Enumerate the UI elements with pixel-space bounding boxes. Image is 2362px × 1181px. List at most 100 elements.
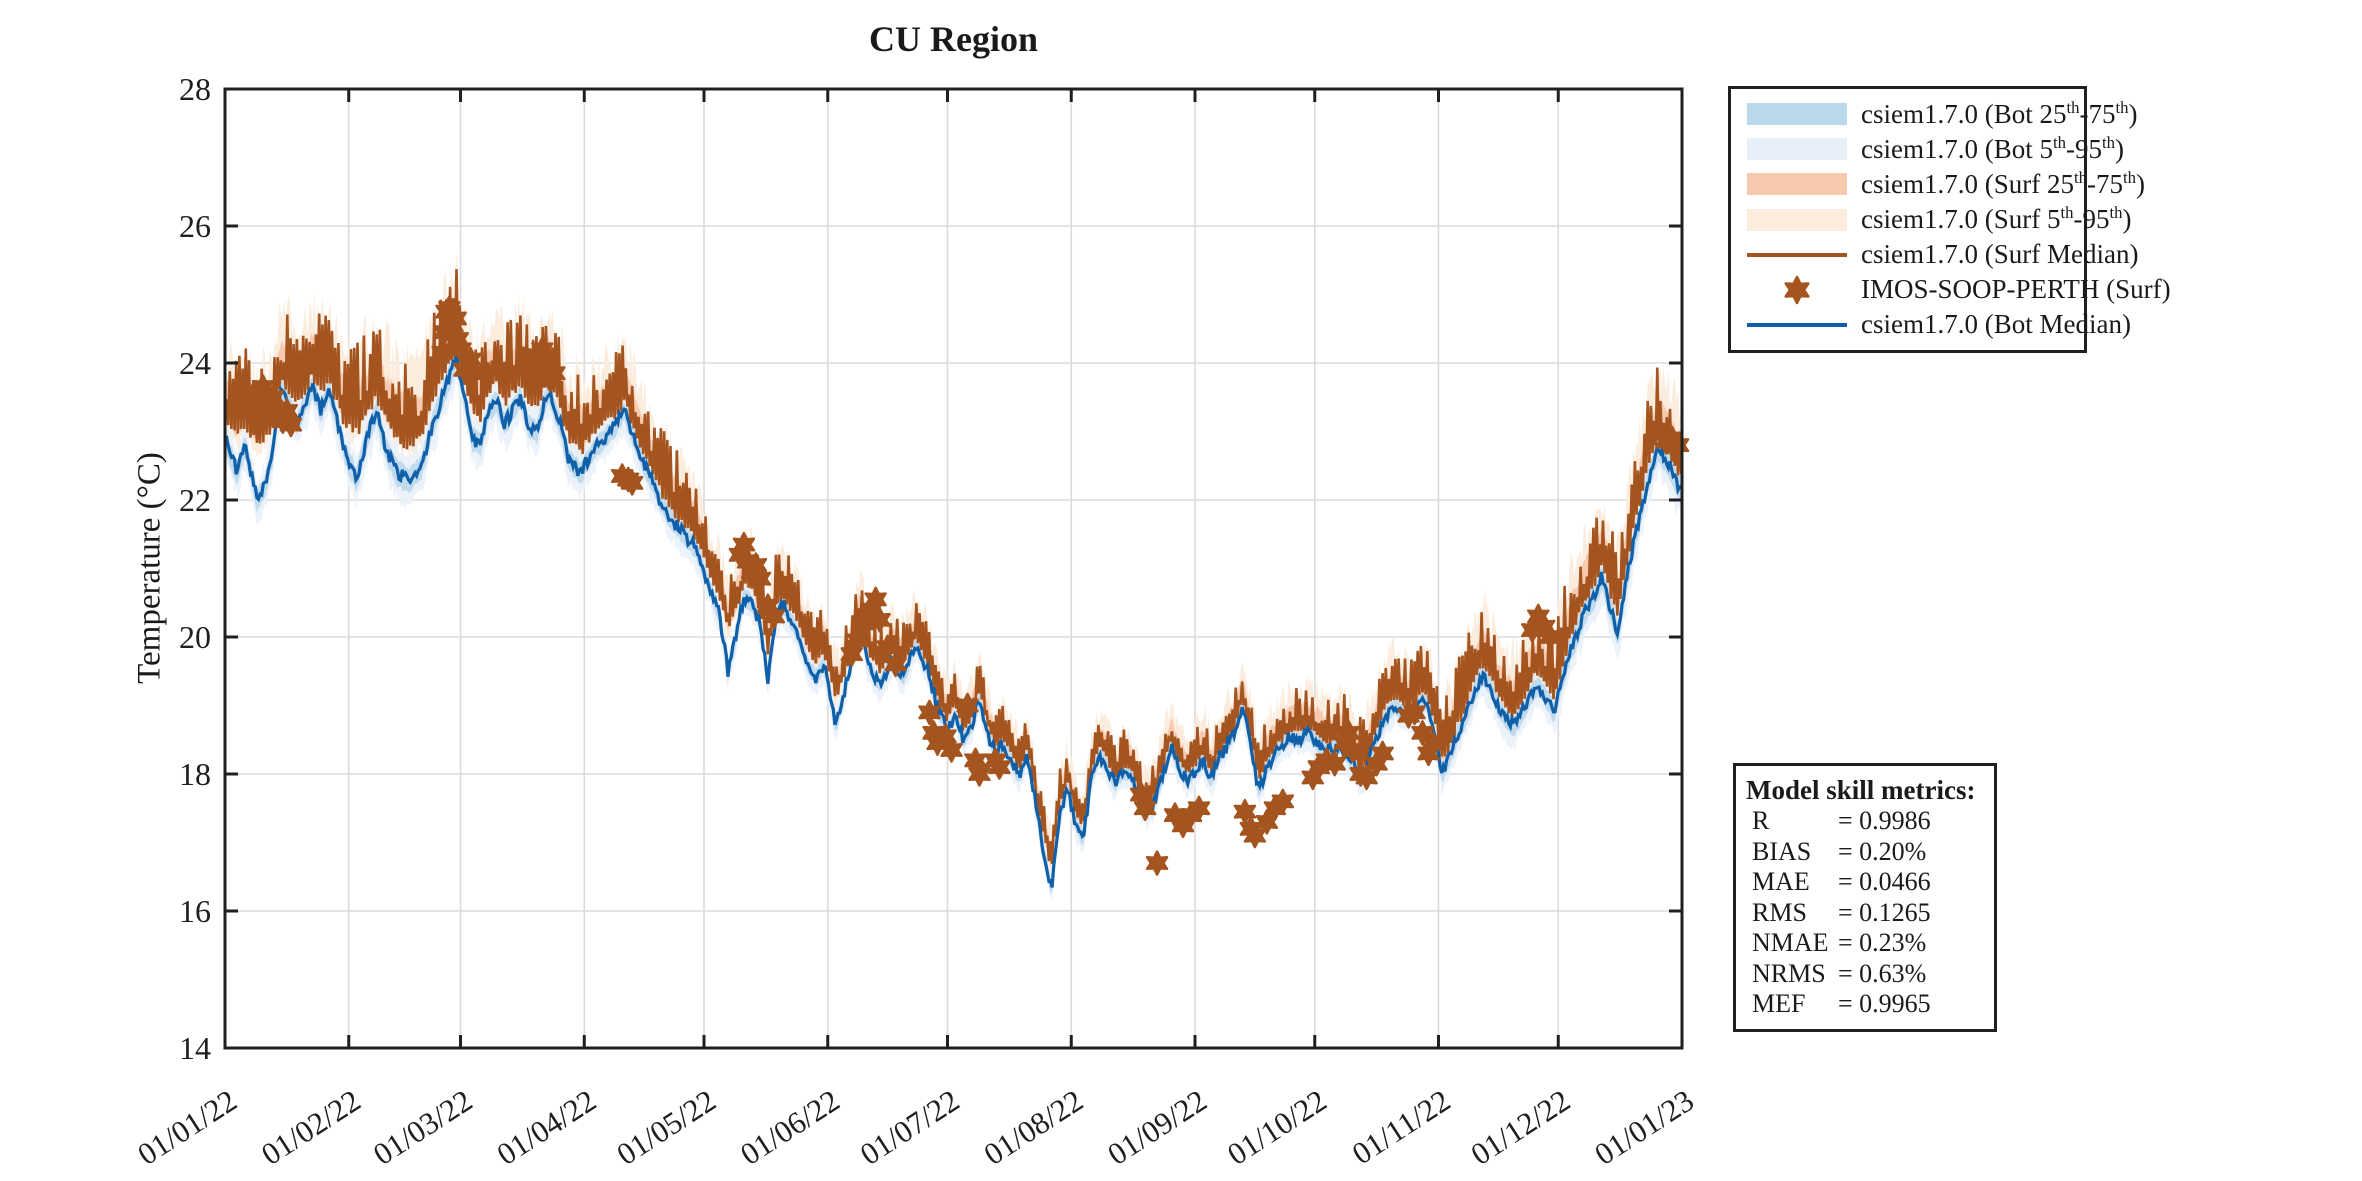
bot-band-25-75 <box>225 344 1682 894</box>
hexagram-star-icon <box>1784 275 1810 304</box>
y-tick-label: 26 <box>179 208 211 244</box>
observation-star-icon <box>1539 624 1562 650</box>
metric-value: = 0.63% <box>1838 958 1927 988</box>
metric-name: MEF <box>1752 989 1806 1018</box>
legend-item-6: csiem1.7.0 (Bot Median) <box>1731 309 2131 341</box>
y-tick-label: 28 <box>179 71 211 107</box>
metric-rms: RMS = 0.1265 <box>1746 898 1994 929</box>
observation-star-icon <box>846 627 869 654</box>
band-swatch-icon <box>1747 208 1847 231</box>
x-tick-label: 01/01/23 <box>1588 1083 1700 1172</box>
band-swatch-icon <box>1747 173 1847 196</box>
observation-star-icon <box>1323 750 1346 777</box>
legend-item-0: csiem1.7.0 (Bot 25th-75th) <box>1731 98 2138 130</box>
y-tick-label: 22 <box>179 482 211 518</box>
observation-star-icon <box>279 411 303 438</box>
observation-star-icon <box>762 603 786 630</box>
observation-star-icon <box>988 754 1011 780</box>
metric-mae: MAE = 0.0466 <box>1746 867 1994 898</box>
band-swatch-icon <box>1747 138 1847 161</box>
metric-name: NRMS <box>1752 958 1826 988</box>
observation-star-icon <box>1371 740 1394 767</box>
legend-item-2: csiem1.7.0 (Surf 25th-75th) <box>1731 168 2145 200</box>
bot-band-5-95 <box>225 328 1682 900</box>
observation-star-icon <box>940 737 963 763</box>
metric-name: R <box>1752 806 1770 835</box>
observation-star-icon <box>449 336 472 363</box>
x-tick-label: 01/12/22 <box>1465 1083 1577 1172</box>
observation-star-icon <box>1666 432 1690 458</box>
metrics-rows: R = 0.9986 BIAS = 0.20% MAE = 0.0466 RMS = 0.12… <box>1746 806 1994 1020</box>
metric-name: NMAE <box>1752 928 1829 957</box>
observation-star-icon <box>1411 720 1434 746</box>
x-tick-label: 01/02/22 <box>255 1083 367 1172</box>
legend-item-5: IMOS-SOOP-PERTH (Surf) <box>1731 274 2171 306</box>
observation-star-icon <box>748 566 772 592</box>
metric-name: BIAS <box>1752 836 1812 866</box>
y-axis-label: Temperature (°C) <box>131 452 168 684</box>
y-tick-label: 18 <box>179 756 211 792</box>
legend-label: csiem1.7.0 (Bot Median) <box>1861 309 2131 340</box>
observation-star-icon <box>1421 730 1444 756</box>
x-tick-label: 01/03/22 <box>367 1083 479 1172</box>
x-tick-label: 01/09/22 <box>1101 1083 1213 1172</box>
metric-name: MAE <box>1752 867 1810 896</box>
legend-band-swatch <box>1747 173 1847 196</box>
x-tick-label: 01/11/22 <box>1346 1083 1457 1172</box>
metric-value: = 0.1265 <box>1838 897 1931 927</box>
y-tick-label: 14 <box>179 1030 211 1066</box>
observation-star-icon <box>1133 795 1157 822</box>
x-tick-label: 01/10/22 <box>1221 1083 1333 1172</box>
legend-item-1: csiem1.7.0 (Bot 5th-95th) <box>1731 133 2124 165</box>
line-swatch-icon <box>1747 322 1847 327</box>
metric-nmae: NMAE = 0.23% <box>1746 928 1994 959</box>
legend-label: csiem1.7.0 (Bot 5th-95th) <box>1861 133 2125 165</box>
legend-item-4: csiem1.7.0 (Surf Median) <box>1731 239 2138 271</box>
x-tick-label: 01/07/22 <box>854 1083 966 1172</box>
surf-band-25-75 <box>225 299 1682 865</box>
metric-nrms: NRMS = 0.63% <box>1746 959 1994 990</box>
y-tick-label: 24 <box>179 345 211 381</box>
observation-star-icon <box>868 607 891 633</box>
x-tick-label: 01/08/22 <box>978 1083 1090 1172</box>
observation-star-icon <box>884 651 907 678</box>
metric-value: = 0.23% <box>1838 928 1927 957</box>
observation-star-icon <box>620 470 644 496</box>
observation-star-icon <box>840 641 863 667</box>
legend-label: IMOS-SOOP-PERTH (Surf) <box>1861 274 2171 305</box>
observation-star-icon <box>968 761 991 787</box>
metric-bias: BIAS = 0.20% <box>1746 837 1994 868</box>
legend-label: csiem1.7.0 (Surf 5th-95th) <box>1861 203 2132 235</box>
observation-star-icon <box>1145 850 1169 876</box>
y-tick-label: 16 <box>179 893 211 929</box>
y-tick-label: 20 <box>179 619 211 655</box>
x-tick-label: 01/05/22 <box>610 1083 722 1172</box>
model-skill-metrics-box: Model skill metrics: R = 0.9986 BIAS = 0.20… <box>1733 763 1997 1032</box>
grid-lines <box>224 88 1683 1049</box>
line-swatch-icon <box>1747 252 1847 257</box>
chart-title: CU Region <box>869 19 1038 59</box>
legend-marker-swatch <box>1747 275 1847 305</box>
legend-band-swatch <box>1747 138 1847 161</box>
legend-line-swatch <box>1747 252 1847 257</box>
metrics-title: Model skill metrics: <box>1746 775 1976 805</box>
plot-border <box>223 87 1684 1050</box>
metric-mef: MEF = 0.9965 <box>1746 989 1994 1020</box>
metric-value: = 0.9965 <box>1838 989 1931 1018</box>
legend-line-swatch <box>1747 322 1847 327</box>
metric-value: = 0.20% <box>1838 836 1927 866</box>
band-swatch-icon <box>1747 103 1847 126</box>
x-tick-label: 01/06/22 <box>734 1083 846 1172</box>
legend-item-3: csiem1.7.0 (Surf 5th-95th) <box>1731 203 2132 236</box>
observation-star-icon <box>864 586 887 613</box>
observation-star-icon <box>1403 699 1426 726</box>
metric-r: R = 0.9986 <box>1746 806 1994 837</box>
axes <box>223 87 1684 1050</box>
bot-median-line <box>225 355 1682 888</box>
x-tick-label: 01/01/22 <box>131 1083 243 1172</box>
observation-star-icon <box>543 360 566 387</box>
legend-label: csiem1.7.0 (Surf 25th-75th) <box>1861 168 2146 200</box>
observation-markers <box>239 295 1690 876</box>
